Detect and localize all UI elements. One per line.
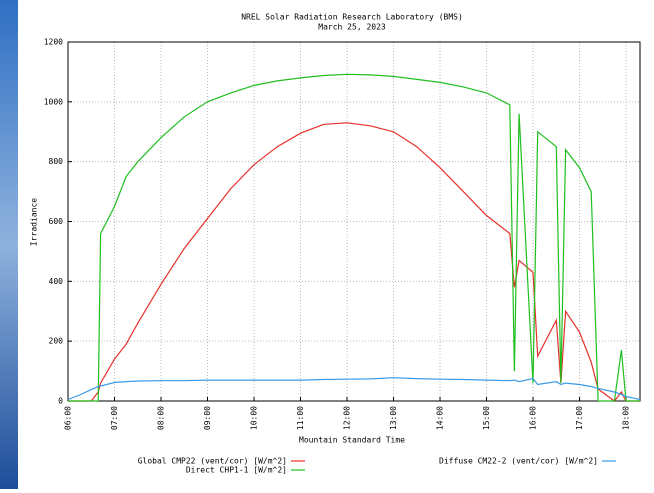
series-line [67,377,641,401]
y-tick-label: 200 [49,337,64,346]
x-tick-label: 14:00 [436,406,445,430]
y-tick-label: 800 [49,157,64,166]
x-tick-label: 11:00 [296,406,305,430]
panel [18,0,654,489]
plot-frame [67,41,641,402]
legend-label: Diffuse CM22-2 (vent/cor) [W/m^2] [439,457,598,466]
x-tick-label: 15:00 [482,406,491,430]
x-tick-label: 10:00 [250,406,259,430]
legend-label: Direct CHP1-1 [W/m^2] [186,466,287,475]
y-axis-label: Irradiance [30,198,39,246]
x-tick-label: 08:00 [157,406,166,430]
x-tick-label: 17:00 [575,406,584,430]
y-tick-label: 0 [58,397,63,406]
chart-title: NREL Solar Radiation Research Laboratory… [241,13,463,22]
x-tick-label: 12:00 [343,406,352,430]
legend-label: Global CMP22 (vent/cor) [W/m^2] [138,457,287,466]
x-tick-label: 13:00 [389,406,398,430]
x-tick-label: 16:00 [529,406,538,430]
series-line [68,73,640,402]
x-tick-label: 07:00 [110,406,119,430]
y-tick-label: 1000 [44,97,63,106]
y-tick-label: 400 [49,277,64,286]
y-tick-label: 1200 [44,38,63,47]
x-tick-label: 09:00 [203,406,212,430]
x-tick-label: 18:00 [622,406,631,430]
x-axis-label: Mountain Standard Time [299,436,405,445]
chart-subtitle: March 25, 2023 [318,23,386,32]
series-line [68,122,640,402]
x-tick-label: 06:00 [64,406,73,430]
y-tick-label: 600 [49,217,64,226]
